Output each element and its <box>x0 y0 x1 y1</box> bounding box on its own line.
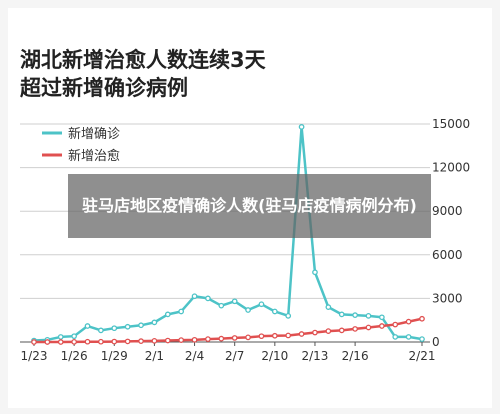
x-tick-label: 2/21 <box>409 349 436 363</box>
data-point <box>98 338 104 345</box>
data-point <box>338 311 345 318</box>
x-tick-label: 2/1 <box>145 349 164 363</box>
data-point <box>138 338 144 344</box>
data-point <box>419 336 425 342</box>
data-point <box>178 337 185 343</box>
data-point <box>191 336 198 343</box>
data-point <box>151 337 158 344</box>
x-tick-label: 1/26 <box>61 349 88 363</box>
data-point <box>205 336 211 342</box>
data-point <box>245 334 251 341</box>
x-tick-label: 2/13 <box>301 349 328 363</box>
data-point <box>231 298 238 305</box>
x-tick-label: 2/4 <box>185 349 204 363</box>
y-tick-label: 3000 <box>432 291 463 305</box>
data-point <box>258 333 265 340</box>
data-point <box>352 326 358 332</box>
data-point <box>258 301 265 308</box>
data-point <box>218 335 225 342</box>
data-point <box>218 302 225 309</box>
x-tick-label: 1/29 <box>101 349 128 363</box>
legend-label: 新增治愈 <box>68 148 120 164</box>
data-point <box>98 327 104 334</box>
data-point <box>245 307 251 313</box>
y-tick-label: 0 <box>432 335 440 349</box>
x-tick-label: 2/7 <box>225 349 244 363</box>
x-tick-label: 1/23 <box>21 349 48 363</box>
data-point <box>124 323 131 330</box>
data-point <box>392 334 399 340</box>
data-point <box>111 325 118 332</box>
x-tick-label: 2/16 <box>342 349 369 363</box>
data-point <box>379 323 385 329</box>
data-point <box>405 334 412 340</box>
data-point <box>84 323 91 329</box>
data-point <box>138 322 144 329</box>
data-point <box>124 338 131 345</box>
data-point <box>151 319 158 326</box>
data-point <box>352 312 358 318</box>
data-point <box>271 332 278 339</box>
data-point <box>44 339 51 345</box>
data-point <box>57 334 64 340</box>
legend-label: 新增确诊 <box>68 126 120 142</box>
data-point <box>285 312 292 319</box>
data-point <box>164 311 171 318</box>
data-point <box>325 304 332 310</box>
chart-title: 湖北新增治愈人数连续3天 超过新增确诊病例 <box>20 48 266 100</box>
data-point <box>298 331 305 337</box>
data-point <box>379 314 385 321</box>
data-point <box>31 339 37 345</box>
data-point <box>71 333 77 340</box>
data-point <box>205 295 211 302</box>
data-point <box>325 328 332 334</box>
data-point <box>285 332 292 339</box>
data-point <box>312 269 318 276</box>
y-tick-label: 6000 <box>432 248 463 262</box>
data-point <box>84 338 91 345</box>
caption-overlay: 驻马店地区疫情确诊人数(驻马店疫情病例分布) <box>68 174 431 238</box>
data-point <box>338 327 345 334</box>
data-point <box>57 339 64 345</box>
data-point <box>231 335 238 341</box>
data-point <box>164 337 171 344</box>
data-point <box>392 321 399 328</box>
data-point <box>312 329 318 336</box>
data-point <box>71 339 77 345</box>
data-point <box>298 124 305 130</box>
data-point <box>365 324 372 331</box>
data-point <box>191 293 198 300</box>
data-point <box>405 318 412 325</box>
data-point <box>419 315 425 322</box>
data-point <box>178 308 185 315</box>
y-tick-label: 9000 <box>432 204 463 218</box>
data-point <box>111 338 118 345</box>
data-point <box>271 308 278 315</box>
y-tick-label: 15000 <box>432 117 470 131</box>
x-tick-label: 2/10 <box>261 349 288 363</box>
series-line-2 <box>34 317 423 344</box>
y-tick-label: 12000 <box>432 161 470 175</box>
data-point <box>365 312 372 319</box>
